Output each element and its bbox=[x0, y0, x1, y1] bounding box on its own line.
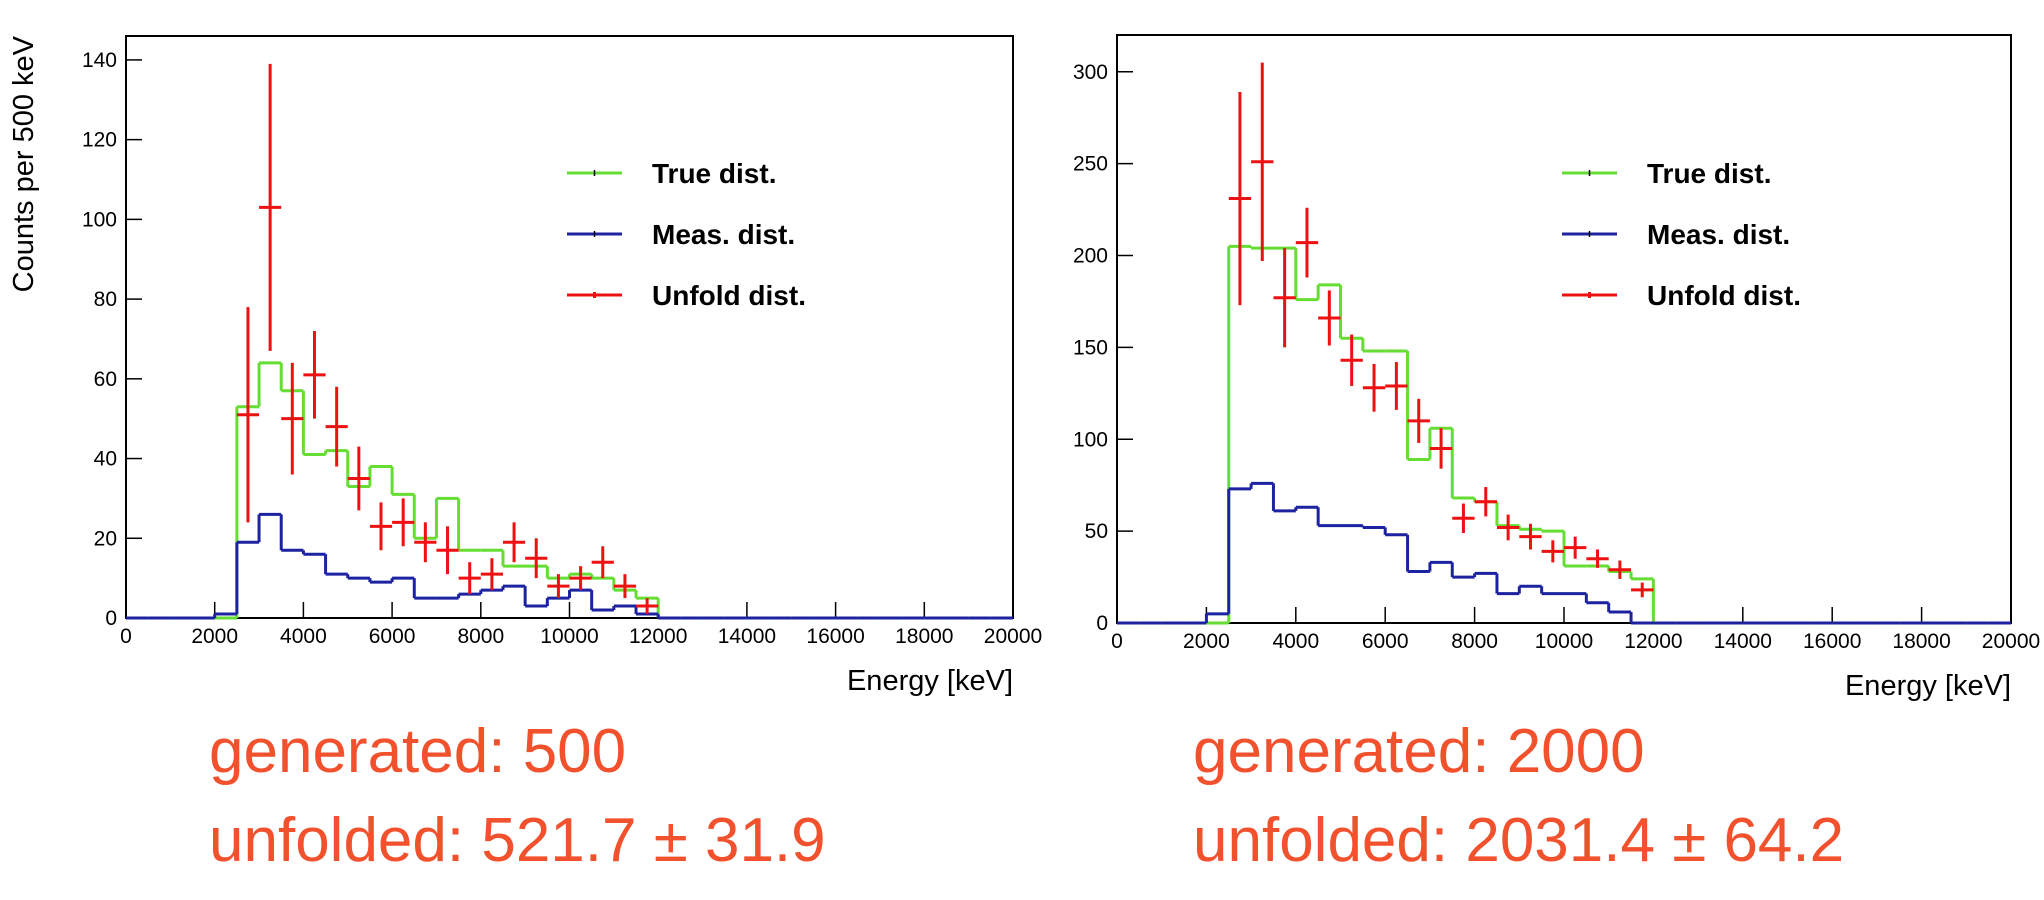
y-tick-label: 300 bbox=[1073, 61, 1108, 84]
legend-label: True dist. bbox=[652, 158, 776, 189]
y-tick-label: 250 bbox=[1073, 153, 1108, 176]
annotation: unfolded: 521.7 ± 31.9 bbox=[209, 806, 826, 875]
x-tick-label: 6000 bbox=[369, 625, 416, 648]
y-tick-label: 140 bbox=[82, 49, 117, 72]
x-tick-label: 20000 bbox=[984, 625, 1042, 648]
legend-label: Meas. dist. bbox=[1647, 219, 1790, 250]
y-tick-label: 150 bbox=[1073, 336, 1108, 359]
y-tick-label: 80 bbox=[94, 288, 117, 311]
y-tick-label: 100 bbox=[1073, 428, 1108, 451]
x-tick-label: 4000 bbox=[1272, 630, 1319, 653]
x-tick-label: 18000 bbox=[895, 625, 953, 648]
y-tick-label: 40 bbox=[94, 448, 117, 471]
x-axis-title: Energy [keV] bbox=[847, 665, 1013, 697]
x-tick-label: 4000 bbox=[280, 625, 327, 648]
legend-label: Unfold dist. bbox=[652, 280, 806, 311]
chart: 0 2000 4000 6000 8000 10000 12000 14000 16000 180… bbox=[1073, 34, 2040, 875]
y-tick-label: 20 bbox=[94, 527, 117, 550]
x-tick-label: 8000 bbox=[457, 625, 504, 648]
x-tick-label: 20000 bbox=[1982, 630, 2040, 653]
legend-label: Meas. dist. bbox=[652, 219, 795, 250]
y-axis-title: Counts per 500 keV bbox=[8, 35, 40, 292]
x-tick-label: 2000 bbox=[191, 625, 238, 648]
y-tick-label: 50 bbox=[1085, 520, 1108, 543]
legend-label: True dist. bbox=[1647, 158, 1771, 189]
x-tick-label: 6000 bbox=[1362, 630, 1409, 653]
x-tick-label: 10000 bbox=[1535, 630, 1593, 653]
y-tick-label: 200 bbox=[1073, 245, 1108, 268]
x-tick-label: 0 bbox=[1111, 630, 1123, 653]
x-tick-label: 10000 bbox=[540, 625, 598, 648]
legend-label: Unfold dist. bbox=[1647, 280, 1801, 311]
x-tick-label: 0 bbox=[120, 625, 132, 648]
y-tick-label: 60 bbox=[94, 368, 117, 391]
y-tick-label: 120 bbox=[82, 129, 117, 152]
x-tick-label: 16000 bbox=[806, 625, 864, 648]
annotation: generated: 500 bbox=[209, 717, 626, 786]
chart: 0 2000 4000 6000 8000 10000 12000 14000 16000 180… bbox=[8, 35, 1042, 875]
y-tick-label: 0 bbox=[1096, 612, 1108, 635]
x-tick-label: 14000 bbox=[718, 625, 776, 648]
y-tick-label: 0 bbox=[105, 607, 117, 630]
x-tick-label: 8000 bbox=[1451, 630, 1498, 653]
x-tick-label: 14000 bbox=[1714, 630, 1772, 653]
y-tick-label: 100 bbox=[82, 208, 117, 231]
x-tick-label: 18000 bbox=[1892, 630, 1950, 653]
x-axis-title: Energy [keV] bbox=[1845, 670, 2011, 702]
x-tick-label: 12000 bbox=[629, 625, 687, 648]
x-tick-label: 16000 bbox=[1803, 630, 1861, 653]
x-tick-label: 2000 bbox=[1183, 630, 1230, 653]
x-tick-label: 12000 bbox=[1624, 630, 1682, 653]
annotation: unfolded: 2031.4 ± 64.2 bbox=[1193, 806, 1844, 875]
annotation: generated: 2000 bbox=[1193, 717, 1645, 786]
